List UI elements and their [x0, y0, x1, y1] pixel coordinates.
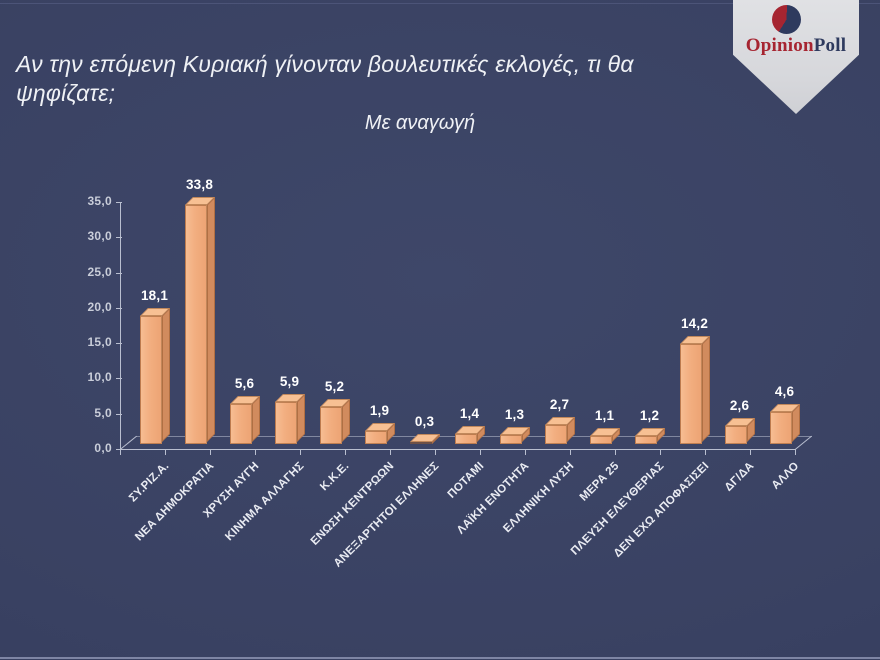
brand-name-opinion: Opinion — [745, 35, 814, 56]
y-tick-label: 20,0 — [87, 299, 112, 314]
category-label: ΔΓ/ΔΑ — [722, 460, 756, 494]
floor-right-edge — [795, 436, 812, 450]
bar — [589, 428, 620, 444]
bottom-border-line — [0, 657, 880, 659]
bar-value-label: 4,6 — [774, 383, 795, 399]
x-tick-mark — [750, 450, 751, 455]
x-tick-mark — [255, 450, 256, 455]
page-subtitle: Με αναγωγή — [364, 112, 476, 134]
bar-value-label: 18,1 — [140, 288, 169, 304]
y-tick-label: 35,0 — [87, 194, 112, 208]
brand-name-poll: Poll — [813, 35, 847, 56]
bar — [319, 399, 350, 444]
x-tick-mark — [570, 450, 571, 455]
category-label: ΕΝΩΣΗ ΚΕΝΤΡΩΩΝ — [308, 460, 396, 548]
bar — [679, 335, 710, 444]
bar-value-label: 2,7 — [549, 396, 570, 412]
bar — [139, 308, 170, 444]
x-tick-mark — [705, 450, 706, 455]
x-tick-mark — [300, 450, 301, 455]
y-tick-mark — [116, 378, 122, 380]
pie-chart-icon — [772, 5, 801, 34]
bar-value-label: 33,8 — [185, 177, 214, 193]
y-tick-label: 15,0 — [87, 335, 112, 350]
bar-side-face — [206, 197, 215, 442]
category-label: ΝΕΑ ΔΗΜΟΚΡΑΤΙΑ — [132, 460, 216, 544]
category-label: ΠΛΕΥΣΗ ΕΛΕΥΘΕΡΙΑΣ — [568, 460, 666, 558]
bar — [364, 422, 395, 444]
y-tick-label: 30,0 — [87, 229, 112, 244]
category-label: ΧΡΥΣΗ ΑΥΓΗ — [200, 460, 261, 521]
y-tick-mark — [116, 413, 122, 415]
page-title: Αν την επόμενη Κυριακή γίνονταν βουλευτι… — [16, 51, 634, 106]
y-tick-label: 10,0 — [87, 370, 112, 385]
y-tick-mark — [116, 237, 122, 239]
category-label: ΕΛΛΗΝΙΚΗ ΛΥΣΗ — [500, 460, 576, 536]
x-tick-mark — [435, 450, 436, 455]
bar-value-label: 1,3 — [504, 406, 525, 422]
y-axis-line — [120, 203, 121, 450]
bar-value-label: 5,6 — [234, 376, 255, 392]
bar-value-label: 0,3 — [414, 413, 435, 429]
category-label: ΑΛΛΟ — [769, 460, 801, 492]
bar-side-face — [251, 396, 260, 442]
bar — [724, 417, 755, 444]
y-tick-mark — [116, 202, 122, 203]
y-tick-label: 0,0 — [94, 441, 112, 455]
bar-value-label: 1,2 — [639, 407, 660, 423]
bar-side-face — [296, 394, 305, 442]
x-tick-mark — [795, 450, 796, 455]
floor-left-edge — [120, 436, 137, 450]
category-label: ΜΕΡΑ 25 — [577, 460, 621, 504]
x-tick-mark — [390, 450, 391, 455]
y-tick-mark — [116, 272, 122, 274]
bar-value-label: 1,1 — [594, 408, 615, 424]
x-tick-mark — [615, 450, 616, 455]
x-tick-mark — [660, 450, 661, 455]
bar — [634, 427, 665, 444]
bar — [409, 433, 440, 444]
bar-value-label: 1,4 — [459, 406, 480, 422]
y-tick-label: 25,0 — [87, 264, 112, 279]
bar-value-label: 1,9 — [369, 402, 390, 418]
bar — [184, 197, 215, 444]
x-tick-mark — [480, 450, 481, 455]
category-label: ΑΝΕΞΑΡΤΗΤΟΙ ΕΛΛΗΝΕΣ — [331, 460, 441, 570]
floor-front-line — [120, 449, 796, 450]
bar-value-label: 2,6 — [729, 397, 750, 413]
x-tick-mark — [525, 450, 526, 455]
bar-side-face — [161, 308, 170, 442]
x-tick-mark — [210, 450, 211, 455]
y-tick-mark — [116, 449, 122, 450]
bar-value-label: 14,2 — [680, 315, 709, 331]
bar-value-label: 5,2 — [324, 379, 345, 395]
brand-name: OpinionPoll — [733, 35, 859, 57]
x-tick-mark — [345, 450, 346, 455]
bar — [499, 426, 530, 444]
category-label: Κ.Κ.Ε. — [317, 460, 351, 494]
y-tick-label: 5,0 — [94, 405, 112, 420]
bar — [454, 426, 485, 444]
category-label: ΚΙΝΗΜΑ ΑΛΛΑΓΗΣ — [222, 460, 306, 544]
y-tick-mark — [116, 343, 122, 345]
bar — [544, 416, 575, 444]
y-tick-mark — [116, 307, 122, 309]
bar — [769, 403, 800, 444]
bar — [229, 396, 260, 444]
x-tick-mark — [120, 450, 121, 455]
bar-side-face — [701, 335, 710, 442]
category-label: ΔΕΝ ΕΧΩ ΑΠΟΦΑΣΙΣΕΙ — [611, 460, 711, 560]
category-label: ΠΟΤΑΜΙ — [445, 460, 486, 501]
x-tick-mark — [165, 450, 166, 455]
top-border-line — [0, 3, 880, 4]
category-label: ΛΑΪΚΗ ΕΝΟΤΗΤΑ — [454, 460, 531, 537]
bar — [274, 394, 305, 444]
bar-value-label: 5,9 — [279, 374, 300, 390]
